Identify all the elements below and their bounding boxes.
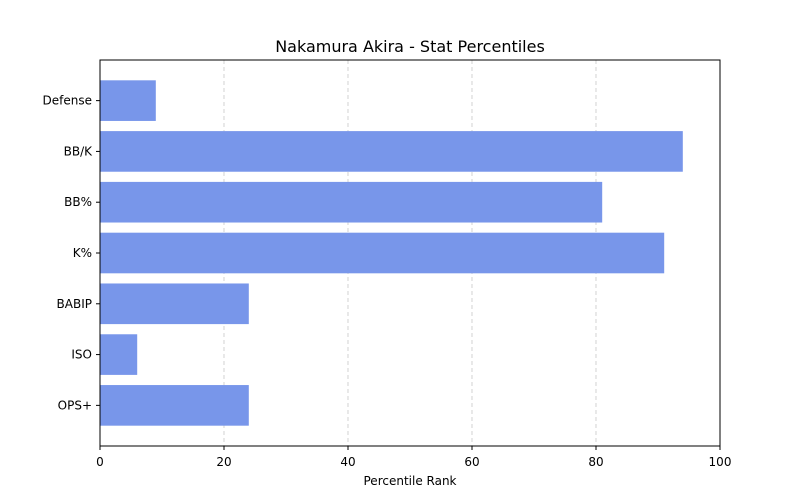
x-tick-label: 40 — [340, 455, 355, 469]
bar-ops — [100, 385, 249, 426]
bar-k — [100, 232, 665, 274]
x-axis-ticks: 0 20 40 60 80 100 — [96, 446, 731, 469]
y-tick-label: ISO — [71, 348, 92, 362]
x-axis-label: Percentile Rank — [364, 474, 457, 488]
bars — [100, 80, 683, 426]
bar-bb — [100, 181, 603, 223]
bar-bb-k — [100, 131, 683, 172]
chart-title: Nakamura Akira - Stat Percentiles — [275, 37, 545, 56]
bar-babip — [100, 283, 249, 325]
y-tick-label: BB% — [64, 195, 92, 209]
x-tick-label: 20 — [216, 455, 231, 469]
y-tick-label: K% — [73, 246, 92, 260]
y-tick-label: BB/K — [64, 144, 94, 158]
bar-defense — [100, 80, 156, 121]
x-tick-label: 0 — [96, 455, 104, 469]
x-tick-label: 100 — [709, 455, 732, 469]
y-tick-label: BABIP — [57, 297, 92, 311]
y-tick-label: OPS+ — [58, 398, 92, 412]
x-tick-label: 80 — [588, 455, 603, 469]
y-tick-label: Defense — [43, 94, 92, 108]
bar-iso — [100, 334, 138, 375]
y-axis-ticks: OPS+ ISO BABIP K% BB% BB/K Defense — [43, 94, 100, 412]
x-tick-label: 60 — [464, 455, 479, 469]
